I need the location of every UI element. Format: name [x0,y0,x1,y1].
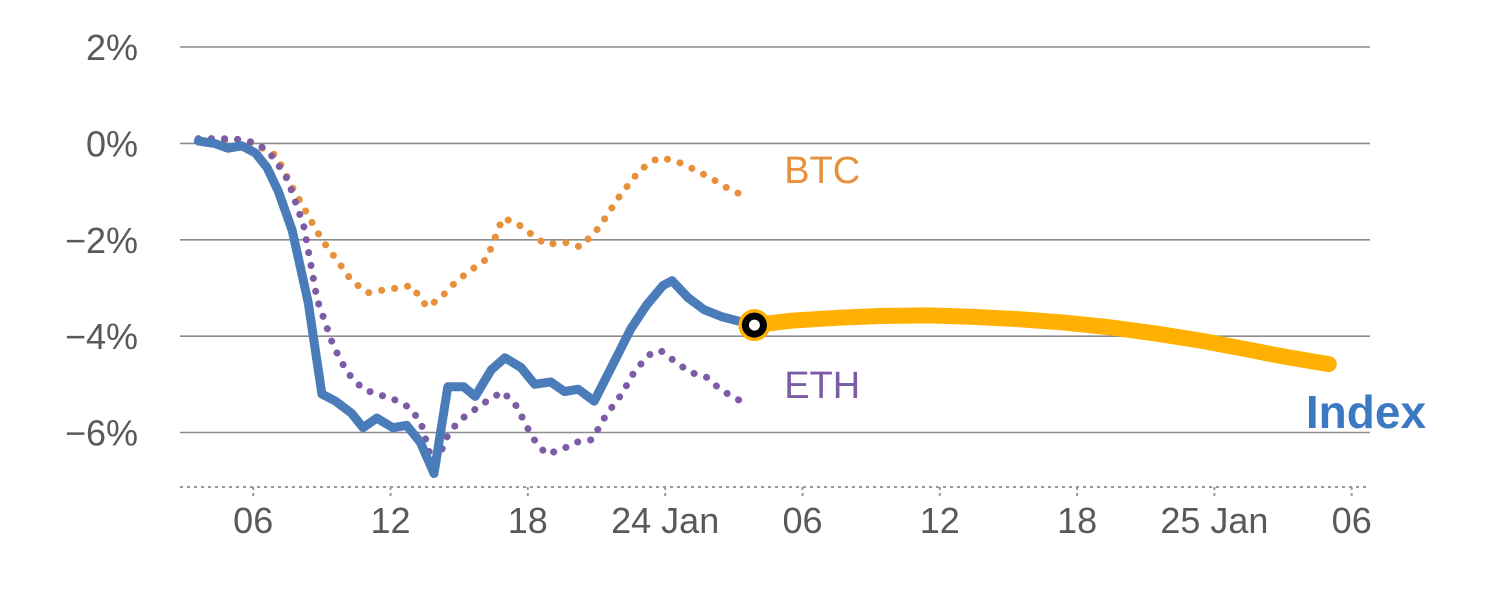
index-label: Index [1306,386,1427,438]
y-axis-label: 2% [86,27,138,68]
x-axis-label: 06 [233,500,273,541]
series-line-index-forecast [746,307,1337,373]
x-axis-label: 12 [920,500,960,541]
x-axis-label: 18 [1057,500,1097,541]
y-axis-label: −6% [65,413,138,454]
y-axis-label: −2% [65,220,138,261]
x-axis-label: 25 Jan [1160,500,1268,541]
btc-label: BTC [784,150,860,192]
y-axis-label: 0% [86,123,138,164]
x-axis-label: 24 Jan [611,500,719,541]
series-line-eth [194,135,751,473]
series-line-index [193,136,759,478]
x-axis-label: 06 [1332,500,1372,541]
index-end-marker [741,312,767,338]
x-axis-label: 06 [782,500,822,541]
x-axis-label: 12 [370,500,410,541]
series-line-btc [194,136,749,311]
y-axis-label: −4% [65,316,138,357]
eth-label: ETH [784,365,860,407]
x-axis-label: 18 [508,500,548,541]
